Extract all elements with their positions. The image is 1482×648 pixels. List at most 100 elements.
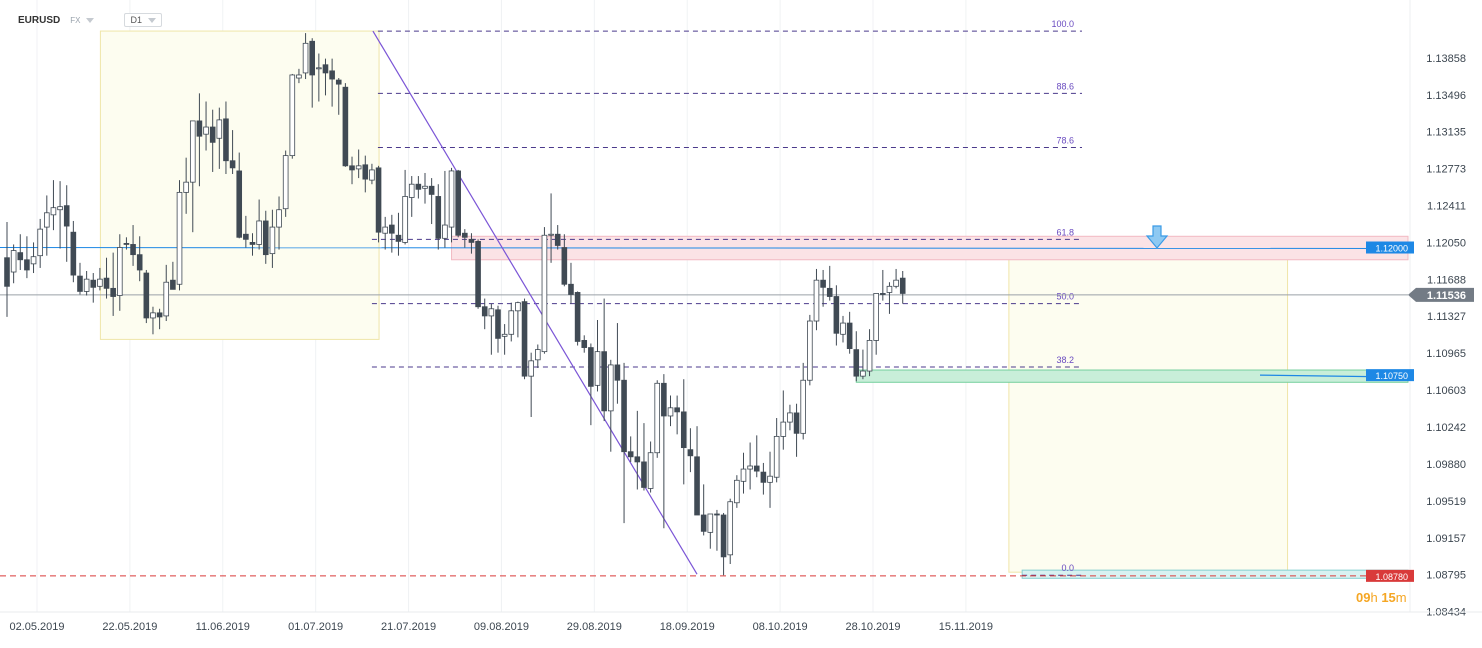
candle[interactable] (687, 428, 694, 473)
candle[interactable] (621, 362, 627, 524)
candle[interactable] (873, 293, 879, 355)
candle[interactable] (349, 156, 355, 185)
candle[interactable] (866, 329, 873, 377)
candle[interactable] (747, 442, 753, 490)
candle[interactable] (501, 324, 508, 355)
candle[interactable] (435, 184, 442, 250)
candle[interactable] (714, 509, 720, 551)
candle[interactable] (130, 225, 136, 266)
candle[interactable] (110, 252, 116, 316)
candle[interactable] (508, 302, 515, 342)
candle[interactable] (83, 270, 90, 296)
candle[interactable] (97, 267, 103, 291)
candle[interactable] (886, 282, 893, 314)
fib-trend-line[interactable] (372, 30, 698, 575)
candle[interactable] (355, 149, 362, 179)
candle[interactable] (236, 152, 243, 239)
candle[interactable] (753, 435, 760, 478)
candle[interactable] (389, 214, 395, 253)
low-price-badge[interactable] (1366, 569, 1414, 582)
candle[interactable] (322, 58, 329, 96)
candle[interactable] (468, 233, 475, 254)
candle[interactable] (800, 362, 806, 440)
candle[interactable] (727, 498, 734, 565)
candle[interactable] (209, 109, 216, 172)
candle[interactable] (860, 349, 866, 380)
candle[interactable] (163, 264, 170, 322)
candle[interactable] (720, 512, 727, 576)
candle[interactable] (37, 218, 43, 268)
candle[interactable] (654, 380, 661, 458)
candle[interactable] (44, 195, 50, 256)
candle[interactable] (521, 298, 528, 380)
candle[interactable] (455, 169, 461, 238)
candle[interactable] (574, 291, 581, 346)
candle[interactable] (568, 262, 574, 304)
candle[interactable] (787, 404, 793, 431)
candle[interactable] (296, 68, 302, 84)
candle[interactable] (408, 176, 415, 217)
candle[interactable] (302, 33, 309, 80)
candle[interactable] (316, 53, 322, 102)
candle[interactable] (853, 331, 860, 382)
candle[interactable] (335, 78, 342, 115)
resistance-price-badge[interactable] (1366, 241, 1414, 254)
candle[interactable] (594, 320, 601, 392)
candle[interactable] (156, 308, 163, 330)
candle[interactable] (183, 157, 189, 214)
candle[interactable] (588, 343, 594, 426)
candle[interactable] (488, 303, 495, 355)
candle[interactable] (375, 165, 382, 243)
candle[interactable] (767, 451, 773, 508)
candle[interactable] (282, 150, 289, 217)
symbol-label[interactable]: EURUSD (18, 14, 61, 26)
candle[interactable] (899, 270, 906, 304)
candle[interactable] (641, 423, 647, 491)
candle[interactable] (309, 38, 316, 108)
candle[interactable] (793, 403, 800, 457)
candle[interactable] (77, 262, 83, 295)
candle[interactable] (773, 418, 780, 483)
candle[interactable] (694, 426, 700, 516)
candle[interactable] (262, 210, 269, 264)
candle[interactable] (840, 315, 846, 343)
candle[interactable] (581, 335, 588, 353)
symbol-dropdown-icon[interactable] (86, 17, 95, 23)
candle[interactable] (607, 359, 614, 452)
candle[interactable] (561, 234, 568, 287)
candle[interactable] (554, 225, 561, 250)
candle[interactable] (176, 180, 183, 291)
candle[interactable] (103, 257, 110, 299)
candle[interactable] (57, 181, 63, 249)
candle[interactable] (4, 221, 10, 317)
candle[interactable] (535, 344, 541, 368)
candle[interactable] (634, 410, 641, 490)
candle[interactable] (70, 220, 77, 283)
candle[interactable] (136, 236, 143, 282)
candle[interactable] (667, 395, 674, 427)
candle[interactable] (495, 305, 501, 353)
candle[interactable] (63, 185, 70, 262)
candle[interactable] (249, 233, 256, 256)
candle[interactable] (10, 244, 17, 284)
candle[interactable] (674, 395, 680, 435)
candle[interactable] (196, 93, 203, 187)
candle[interactable] (893, 268, 899, 289)
candle[interactable] (760, 462, 767, 495)
candle[interactable] (17, 234, 24, 270)
candle[interactable] (143, 269, 150, 324)
candle[interactable] (289, 73, 296, 159)
candle[interactable] (680, 379, 687, 485)
candle[interactable] (30, 242, 37, 274)
candle[interactable] (269, 209, 276, 268)
candle[interactable] (826, 265, 833, 301)
candle[interactable] (50, 180, 57, 231)
candle[interactable] (548, 193, 554, 263)
candle[interactable] (342, 83, 349, 167)
candle[interactable] (647, 441, 654, 493)
candle[interactable] (362, 155, 369, 193)
candle[interactable] (116, 234, 123, 311)
candle[interactable] (223, 101, 229, 174)
